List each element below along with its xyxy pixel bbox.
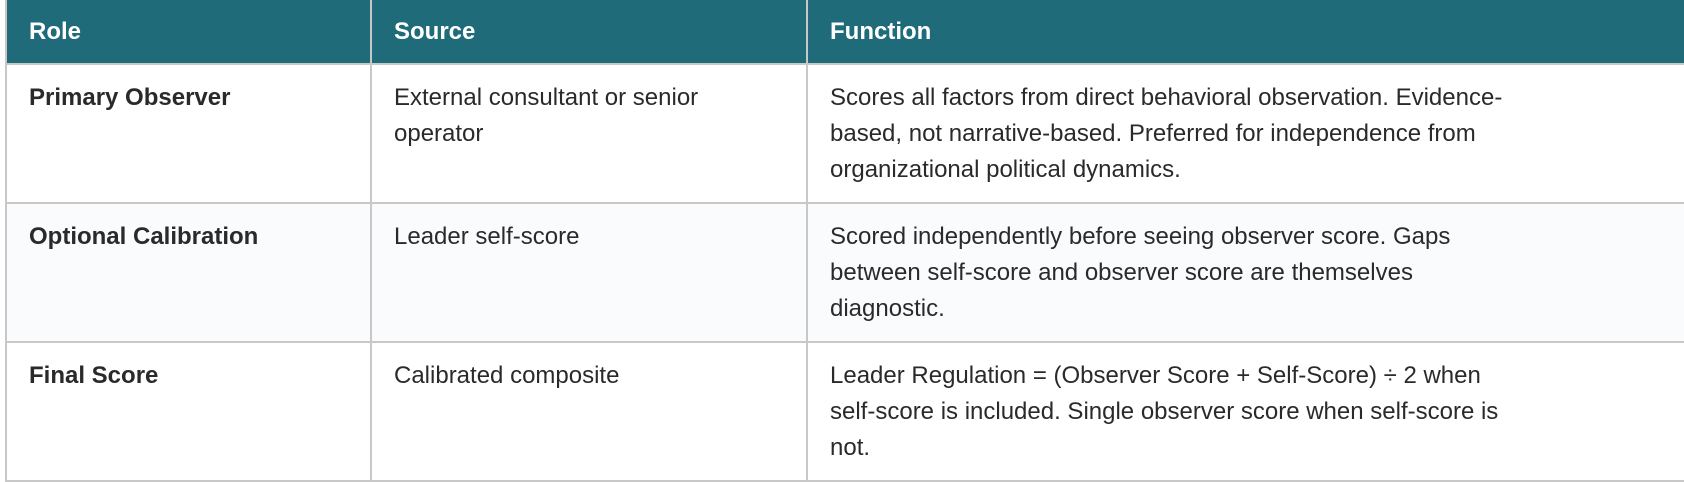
table-row: Optional Calibration Leader self-score S… [5, 203, 1684, 343]
table-header-row: Role Source Function [5, 0, 1684, 65]
function-text: Scores all factors from direct behaviora… [830, 84, 1503, 183]
header-source: Source [370, 0, 807, 65]
source-text: Leader self-score [394, 223, 580, 250]
source-cell: Leader self-score [370, 203, 807, 343]
header-function: Function [806, 0, 1684, 65]
roles-table: Role Source Function Primary Observer Ex… [5, 0, 1684, 482]
function-cell: Leader Regulation = (Observer Score + Se… [806, 342, 1684, 482]
function-text: Leader Regulation = (Observer Score + Se… [830, 362, 1499, 461]
role-cell: Primary Observer [5, 64, 371, 204]
function-text: Scored independently before seeing obser… [830, 223, 1451, 322]
source-cell: External consultant or senior operator [370, 64, 807, 204]
source-text: Calibrated composite [394, 362, 620, 389]
function-cell: Scored independently before seeing obser… [806, 203, 1684, 343]
header-role: Role [5, 0, 371, 65]
function-cell: Scores all factors from direct behaviora… [806, 64, 1684, 204]
role-cell: Final Score [5, 342, 371, 482]
source-cell: Calibrated composite [370, 342, 807, 482]
table-row: Primary Observer External consultant or … [5, 64, 1684, 204]
source-text: External consultant or senior operator [394, 84, 699, 147]
role-cell: Optional Calibration [5, 203, 371, 343]
table-row: Final Score Calibrated composite Leader … [5, 342, 1684, 482]
